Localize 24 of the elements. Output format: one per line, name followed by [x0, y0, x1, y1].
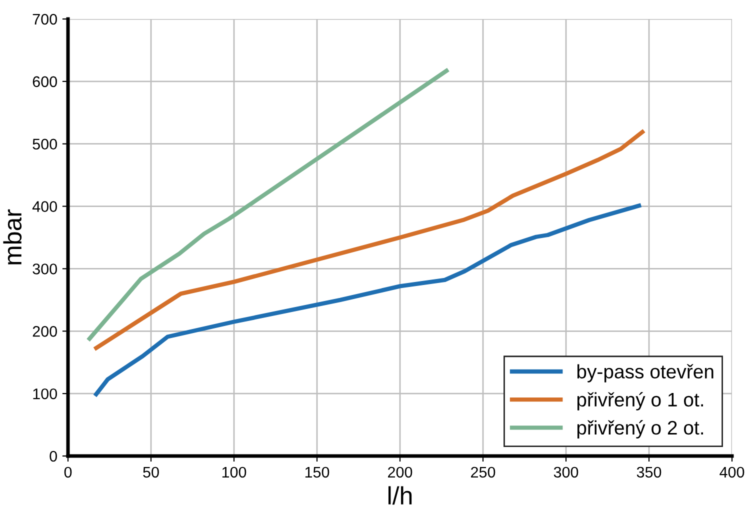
line-series: [87, 68, 449, 341]
y-tick-label: 200: [32, 326, 57, 337]
x-axis-title: l/h: [388, 486, 412, 505]
y-tick-label: 700: [32, 14, 57, 25]
y-tick-label: 0: [50, 450, 57, 462]
line-series: [94, 130, 644, 350]
x-tick-label: 200: [388, 466, 412, 478]
x-tick-label: 100: [222, 466, 246, 478]
x-tick-label: 300: [554, 466, 578, 478]
x-tick-label: 400: [720, 466, 744, 478]
y-tick-label: 400: [32, 201, 57, 212]
x-tick-label: 350: [636, 466, 662, 478]
legend-label: přivřený o 1 ot.: [577, 392, 704, 410]
x-tick-label: 250: [471, 466, 496, 478]
legend-label: přivřený o 2 ot.: [577, 420, 704, 438]
y-tick-label: 500: [32, 138, 57, 150]
y-tick-label: 100: [33, 388, 57, 400]
y-tick-label: 600: [32, 76, 57, 88]
x-tick-label: 50: [143, 466, 159, 478]
legend-label: by-pass otevřen: [577, 364, 714, 382]
x-tick-label: 150: [305, 466, 330, 478]
y-tick-label: 300: [32, 264, 57, 274]
y-axis-title: mbar: [3, 209, 22, 264]
x-tick-label: 0: [64, 466, 72, 478]
